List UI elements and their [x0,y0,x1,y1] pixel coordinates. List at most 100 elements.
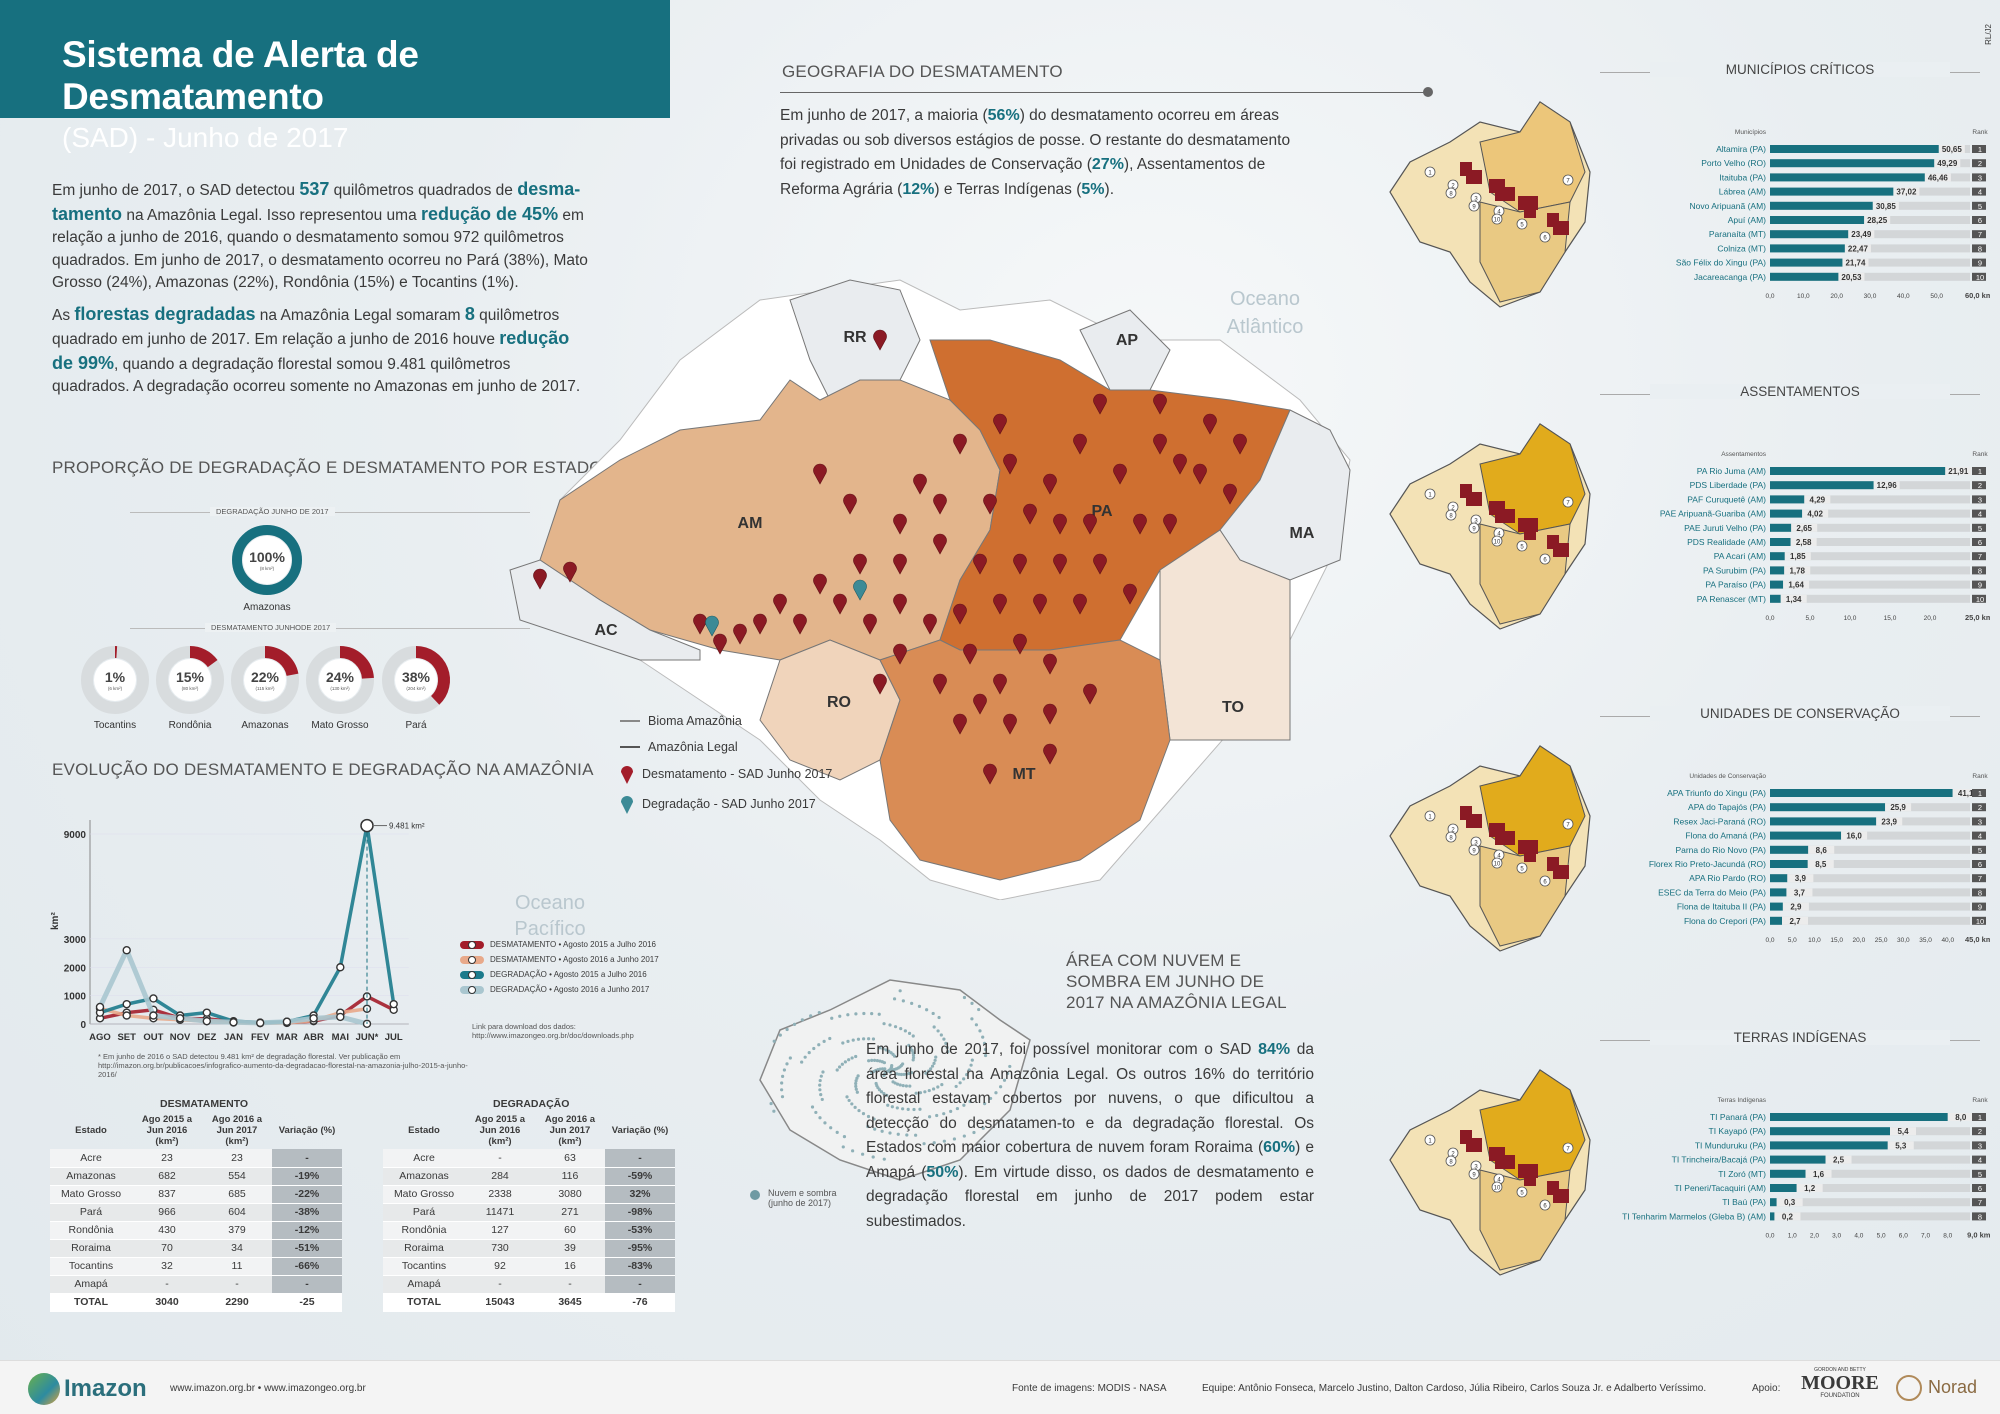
table-cell: 271 [535,1203,605,1222]
cloud-dot [853,1105,857,1109]
table-cell: 730 [465,1239,535,1258]
rank-bar [1770,916,1782,925]
rank-number: 3 [1978,1141,1982,1150]
desmatamento-pin [1173,453,1187,475]
mini-map-rank-marker [1539,553,1551,565]
rank-bar-track [1770,1198,1970,1207]
mini-map-hotspot [1466,492,1482,506]
desmatamento-pin [753,613,767,635]
rank-bar [1770,594,1781,603]
table-cell: - [535,1275,605,1294]
cloud-dot [942,1037,946,1041]
cloud-dot [778,1033,782,1037]
table-cell: 966 [132,1203,202,1222]
rank-axis-tick: 5,0 [1805,615,1814,622]
table-cell: -22% [272,1185,342,1204]
cloud-dot [972,1130,976,1135]
mini-map-rank-marker [1539,875,1551,887]
cloud-dot [847,1098,851,1103]
cloud-dot [967,1068,971,1072]
mini-map-rank-number: 6 [1543,558,1547,564]
cloud-dot [895,1082,900,1086]
teal-pin-icon [621,796,633,814]
cloud-dot [838,1014,842,1018]
rank-bar [1770,538,1791,546]
page-subtitle: (SAD) - Junho de 2017 [62,122,349,153]
rank-value: 2,5 [1833,1156,1845,1165]
table-cell: -59% [605,1167,675,1186]
desmatamento-pin [853,553,867,575]
donut-desm-3-center [319,659,361,701]
rank-number: 4 [1978,188,1982,197]
rank-number-bg [1972,173,1986,182]
table-cell: Amazonas [50,1167,132,1186]
cloud-dot [897,1072,901,1076]
degradacao-pin [705,615,719,637]
cloud-dot [937,1015,941,1020]
rank-number: 5 [1978,202,1982,211]
rank-number-bg [1972,1127,1986,1136]
rank-panel-2: UNIDADES DE CONSERVAÇÃO 1 2 3 4 5 6 7 8 9 10 Unidad… [1370,706,2000,1006]
state-ap [1079,309,1171,391]
rank-item-label: Paranaíta (MT) [1709,229,1766,239]
peak-point [360,818,374,833]
cloud-dot [883,1067,887,1071]
table-cell: 554 [202,1167,272,1186]
cloud-dot [931,1011,935,1016]
rank-item-label: TI Trincheira/Bacajá (PA) [1672,1155,1766,1165]
cloud-dot [911,1056,916,1060]
rank-value-bg [1790,538,1817,546]
rank-value-bg [1873,481,1900,490]
rank-bar [1770,173,1925,182]
mini-map-hotspot [1466,170,1482,184]
rank-number-bg [1972,1169,1986,1178]
rank-axis-tick: 30,0 [1897,937,1910,944]
desmatamento-pin [1013,633,1027,655]
mini-map-hotspot [1495,831,1515,845]
cloud-dot [870,1012,874,1016]
rank-number-bg [1972,874,1986,883]
desmatamento-pin [833,593,847,615]
donut-desm-1-pct: 15% [176,669,205,685]
cloud-dot [871,1155,875,1159]
table-row: Pará 11471 271 -98% [383,1203,675,1222]
rank-item-label: PA Acari (AM) [1714,551,1766,561]
rank-item-label: PAF Curuquetê (AM) [1687,494,1766,504]
cloud-dot [893,1081,897,1085]
rank-value: 0,2 [1782,1212,1794,1221]
cloud-dot [914,1133,918,1137]
rank-item-label: PDS Realidade (AM) [1687,537,1766,547]
table-row: Amapá - - - [383,1275,675,1294]
donut-desm-0-center [94,659,136,701]
table-cell: -19% [272,1167,342,1186]
y-tick-label: 0 [80,1020,86,1031]
mini-map-rank-marker [1491,535,1503,547]
rank-number-bg [1972,230,1986,239]
rank-item-label: PA Paraíso (PA) [1705,580,1766,590]
rank-bar-track [1770,580,1970,589]
state-label-rr: RR [843,329,867,346]
rank-value-bg [1924,173,1951,182]
rank-number-bg [1972,566,1986,575]
donut-desm-3: 24%(130 km²) Mato Grosso [306,646,374,731]
rank-axis-unit: 25,0 km² [1965,613,1990,622]
series-3-point-4 [202,1016,212,1026]
rank-item-label: Altamira (PA) [1716,144,1766,154]
mini-map-rank-number: 4 [1497,854,1501,860]
rank-value-bg [1774,1212,1801,1221]
donut-desm-4-state: Pará [405,720,427,731]
table-row: TOTAL 3040 2290 -25 [50,1293,342,1312]
rank-panel-3: TERRAS INDÍGENAS 1 2 3 4 5 6 7 8 9 10 Terras Indíge… [1370,1030,2000,1330]
donut-desm-4-center [395,659,437,701]
rank-axis-tick: 20,0 [1853,937,1866,944]
x-tick-label: FEV [251,1032,270,1043]
cloud-dot [928,1115,932,1119]
download-link[interactable]: Link para download dos dados: http://www.… [472,1022,634,1040]
rank-number-bg [1972,509,1986,518]
footer-sites[interactable]: www.imazon.org.br • www.imazongeo.org.br [170,1383,366,1394]
cloud-dot [851,1038,855,1042]
footer: Imazon www.imazon.org.br • www.imazongeo… [0,1360,2000,1414]
state-label-ac: AC [594,622,618,639]
mini-map-rank-marker [1445,509,1457,521]
cloud-dot-icon [750,1190,760,1200]
